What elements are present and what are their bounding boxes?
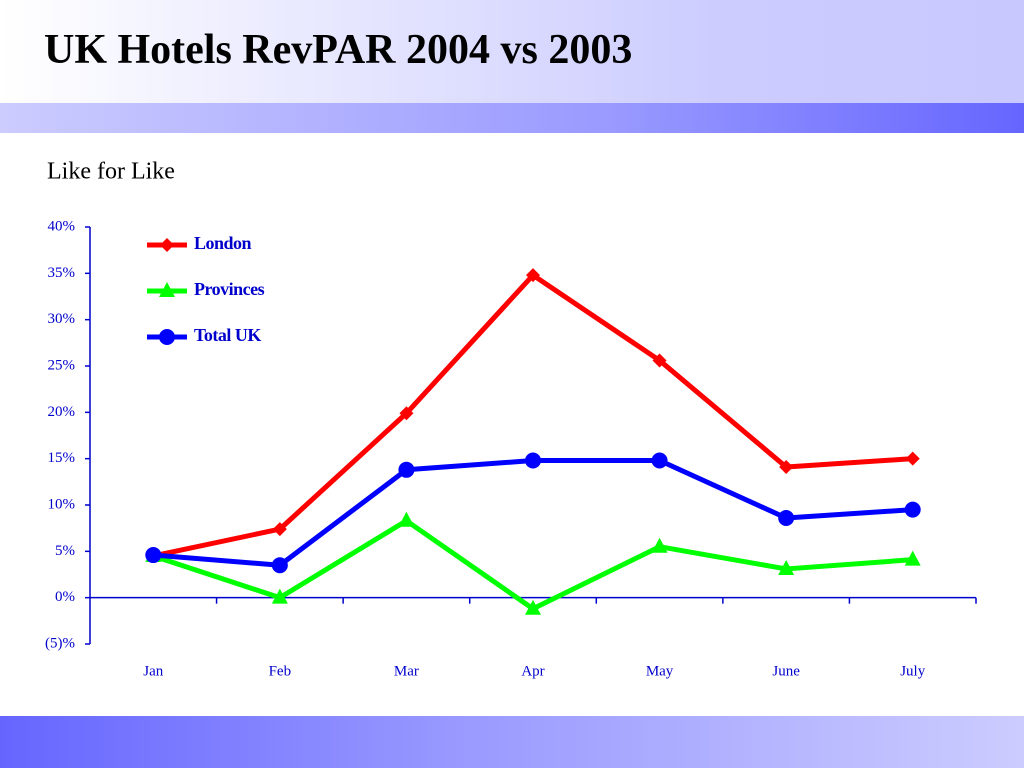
slide-title: UK Hotels RevPAR 2004 vs 2003	[44, 27, 633, 73]
chart-subtitle: Like for Like	[47, 159, 175, 185]
data-point	[779, 460, 794, 475]
legend-marker	[159, 282, 175, 297]
x-tick-label: Mar	[394, 663, 419, 679]
data-point	[398, 511, 415, 527]
data-point	[526, 268, 540, 283]
y-tick-label: 35%	[48, 265, 76, 281]
y-tick-label: 0%	[55, 589, 75, 605]
data-point	[145, 547, 162, 564]
y-tick-label: 40%	[48, 218, 76, 234]
legend-label: Provinces	[194, 279, 265, 299]
y-tick-label: 25%	[48, 357, 76, 373]
x-tick-label: May	[646, 663, 674, 679]
data-point	[904, 501, 921, 518]
data-point	[271, 588, 288, 604]
x-tick-label: Feb	[269, 663, 292, 679]
y-tick-label: 20%	[48, 404, 76, 420]
data-point	[525, 599, 541, 615]
legend-marker	[160, 238, 174, 252]
footer-band	[0, 716, 1024, 768]
data-point	[525, 452, 541, 469]
y-tick-label: 30%	[48, 311, 76, 327]
data-point	[904, 550, 921, 566]
data-point	[651, 452, 668, 469]
x-tick-label: Apr	[521, 663, 544, 679]
y-tick-label: (5)%	[45, 635, 75, 651]
header-band	[0, 0, 1024, 103]
data-point	[398, 461, 415, 478]
y-tick-label: 10%	[48, 496, 76, 512]
header-stripe	[0, 103, 1024, 133]
series-line	[152, 272, 913, 559]
legend-label: Total UK	[194, 325, 261, 345]
y-tick-label: 15%	[48, 450, 76, 466]
data-point	[651, 537, 668, 553]
data-point	[272, 522, 287, 537]
data-point	[778, 559, 795, 575]
data-point	[271, 557, 288, 574]
chart: Like for Like (5)% 0% 5% 10% 15% 20% 25% 30% 35%…	[45, 159, 977, 679]
x-tick-label: July	[900, 663, 926, 679]
series-line	[153, 458, 913, 568]
data-point	[778, 509, 795, 526]
x-tick-label: Jan	[143, 663, 163, 679]
data-point	[652, 353, 667, 368]
legend-marker	[159, 329, 175, 345]
y-tick-label: 5%	[55, 543, 75, 559]
x-tick-label: June	[772, 663, 800, 679]
legend-label: London	[194, 233, 252, 253]
data-point	[905, 451, 920, 466]
data-point	[399, 406, 414, 421]
